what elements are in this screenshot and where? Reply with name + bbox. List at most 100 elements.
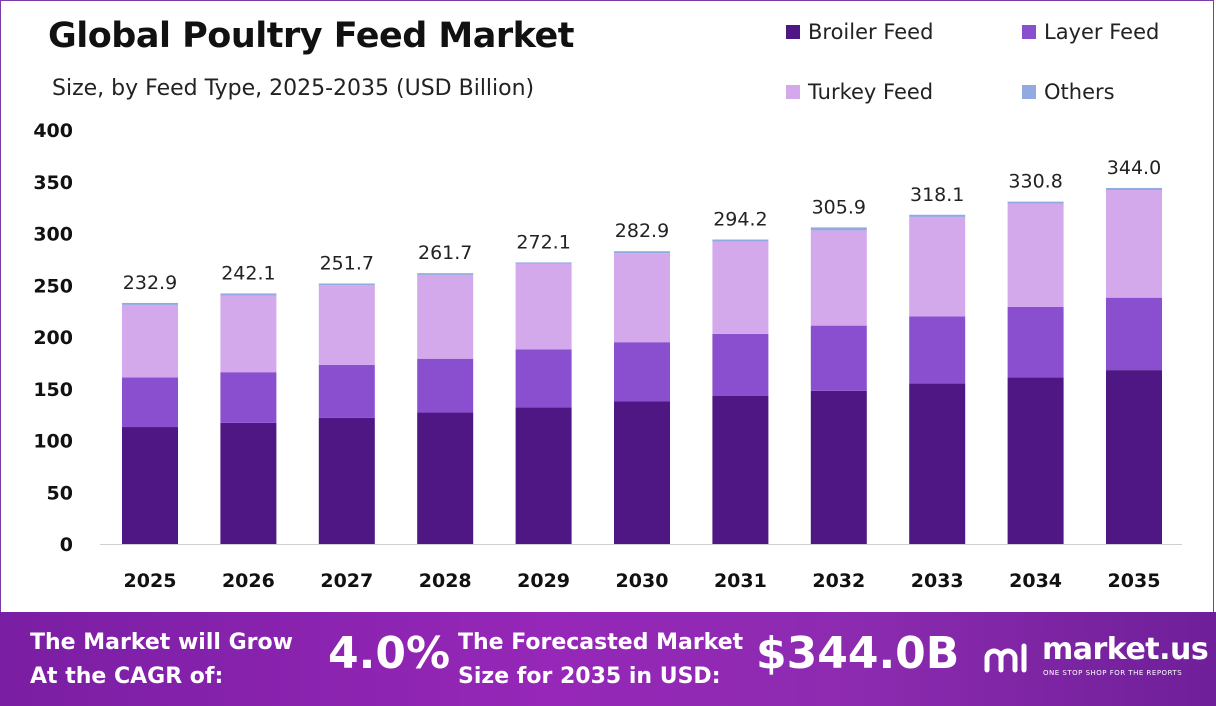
bar-segment-turkey-feed: [810, 230, 867, 326]
bar-segment-others: [614, 251, 670, 254]
bar-segment-layer-feed: [1106, 297, 1162, 371]
bar-segment-others: [909, 214, 966, 217]
bar-segment-turkey-feed: [712, 241, 769, 334]
bar-segment-broiler-feed: [909, 383, 966, 544]
legend-swatch-others: [1022, 85, 1036, 99]
bar-segment-broiler-feed: [810, 390, 867, 544]
bar-segment-broiler-feed: [318, 417, 375, 544]
legend-label-turkey-feed: Turkey Feed: [808, 80, 934, 104]
y-tick-label: 100: [33, 431, 73, 453]
y-tick-label: 350: [33, 172, 73, 194]
legend-item-broiler-feed: Broiler Feed: [786, 20, 933, 44]
bar-segment-broiler-feed: [417, 412, 474, 544]
bar-segment-layer-feed: [417, 358, 474, 413]
bar-segment-broiler-feed: [1007, 377, 1064, 544]
y-tick-label: 150: [33, 379, 73, 401]
bar-segment-layer-feed: [614, 342, 670, 402]
bar-segment-broiler-feed: [122, 427, 178, 544]
bar-total-label: 282.9: [615, 220, 669, 242]
x-tick-label: 2035: [1108, 570, 1161, 592]
bar-segment-layer-feed: [318, 364, 375, 418]
y-tick-label: 300: [33, 224, 73, 246]
y-tick-label: 0: [60, 534, 73, 556]
bar-segment-layer-feed: [712, 333, 769, 396]
bar-segment-others: [220, 293, 277, 296]
x-tick-label: 2028: [419, 570, 472, 592]
legend: Broiler Feed Layer Feed Turkey Feed Othe…: [786, 20, 1196, 120]
bar-total-label: 318.1: [910, 184, 964, 206]
cagr-caption-line1: The Market will Grow: [30, 630, 293, 655]
y-tick-label: 50: [47, 482, 73, 504]
bar-segment-broiler-feed: [220, 422, 277, 544]
legend-label-broiler-feed: Broiler Feed: [808, 20, 934, 44]
bar-total-label: 261.7: [418, 242, 472, 264]
bar-segment-others: [417, 273, 474, 275]
cagr-value: 4.0%: [328, 628, 451, 679]
brand-name: market.us: [1042, 632, 1209, 667]
x-tick-label: 2029: [517, 570, 570, 592]
bar-segment-broiler-feed: [712, 395, 769, 544]
y-tick-label: 250: [33, 275, 73, 297]
y-tick-label: 200: [33, 327, 73, 349]
bar-segment-turkey-feed: [1106, 190, 1162, 298]
x-tick-label: 2030: [616, 570, 669, 592]
bar-segment-broiler-feed: [614, 401, 670, 544]
legend-item-layer-feed: Layer Feed: [1022, 20, 1159, 44]
bar-total-label: 272.1: [516, 231, 570, 253]
summary-banner: The Market will Grow At the CAGR of: 4.0…: [0, 612, 1216, 706]
legend-swatch-broiler-feed: [786, 25, 800, 39]
forecast-caption: The Forecasted Market Size for 2035 in U…: [458, 626, 743, 694]
bar-segment-layer-feed: [810, 325, 867, 391]
bar-total-label: 344.0: [1107, 157, 1161, 179]
x-tick-label: 2031: [714, 570, 767, 592]
x-tick-label: 2033: [911, 570, 964, 592]
bar-total-label: 330.8: [1008, 171, 1062, 193]
x-tick-label: 2026: [222, 570, 275, 592]
bar-segment-turkey-feed: [909, 216, 966, 317]
bar-segment-turkey-feed: [417, 274, 474, 359]
chart-subtitle: Size, by Feed Type, 2025-2035 (USD Billi…: [52, 76, 535, 101]
bar-segment-turkey-feed: [318, 285, 375, 365]
chart-title: Global Poultry Feed Market: [48, 16, 574, 56]
x-tick-label: 2025: [124, 570, 177, 592]
legend-item-turkey-feed: Turkey Feed: [786, 80, 933, 104]
bar-segment-others: [1007, 201, 1064, 204]
bar-total-label: 305.9: [812, 196, 866, 218]
forecast-caption-line2: Size for 2035 in USD:: [458, 664, 721, 689]
legend-label-others: Others: [1044, 80, 1115, 104]
cagr-caption: The Market will Grow At the CAGR of:: [30, 626, 293, 694]
bar-segment-broiler-feed: [1106, 370, 1162, 544]
bar-segment-others: [712, 239, 769, 242]
bar-total-label: 242.1: [221, 262, 275, 284]
bar-segment-turkey-feed: [220, 295, 277, 373]
bar-segment-turkey-feed: [614, 253, 670, 343]
bar-segment-others: [515, 262, 572, 264]
bar-segment-others: [122, 302, 178, 305]
bar-segment-others: [810, 227, 867, 231]
bar-segment-layer-feed: [909, 316, 966, 384]
x-tick-label: 2034: [1009, 570, 1062, 592]
bar-segment-others: [318, 283, 375, 286]
y-tick-label: 400: [33, 120, 73, 142]
bar-segment-turkey-feed: [515, 263, 572, 350]
bar-segment-others: [1106, 187, 1162, 191]
x-tick-label: 2032: [812, 570, 865, 592]
brand-tagline: ONE STOP SHOP FOR THE REPORTS: [1043, 669, 1183, 677]
bar-segment-broiler-feed: [515, 407, 572, 544]
x-tick-label: 2027: [320, 570, 373, 592]
market-us-logo-icon: [984, 643, 1027, 673]
bar-total-label: 294.2: [713, 209, 767, 231]
legend-swatch-layer-feed: [1022, 25, 1036, 39]
bar-segment-turkey-feed: [1007, 203, 1064, 307]
bar-segment-turkey-feed: [122, 304, 178, 378]
bar-segment-layer-feed: [515, 349, 572, 408]
legend-label-layer-feed: Layer Feed: [1044, 20, 1160, 44]
legend-item-others: Others: [1022, 80, 1115, 104]
bar-total-label: 232.9: [123, 272, 177, 294]
bar-segment-layer-feed: [1007, 306, 1064, 378]
bar-segment-layer-feed: [122, 377, 178, 428]
legend-swatch-turkey-feed: [786, 85, 800, 99]
forecast-caption-line1: The Forecasted Market: [458, 630, 744, 655]
bar-segment-layer-feed: [220, 372, 277, 423]
forecast-value: $344.0B: [756, 628, 960, 679]
